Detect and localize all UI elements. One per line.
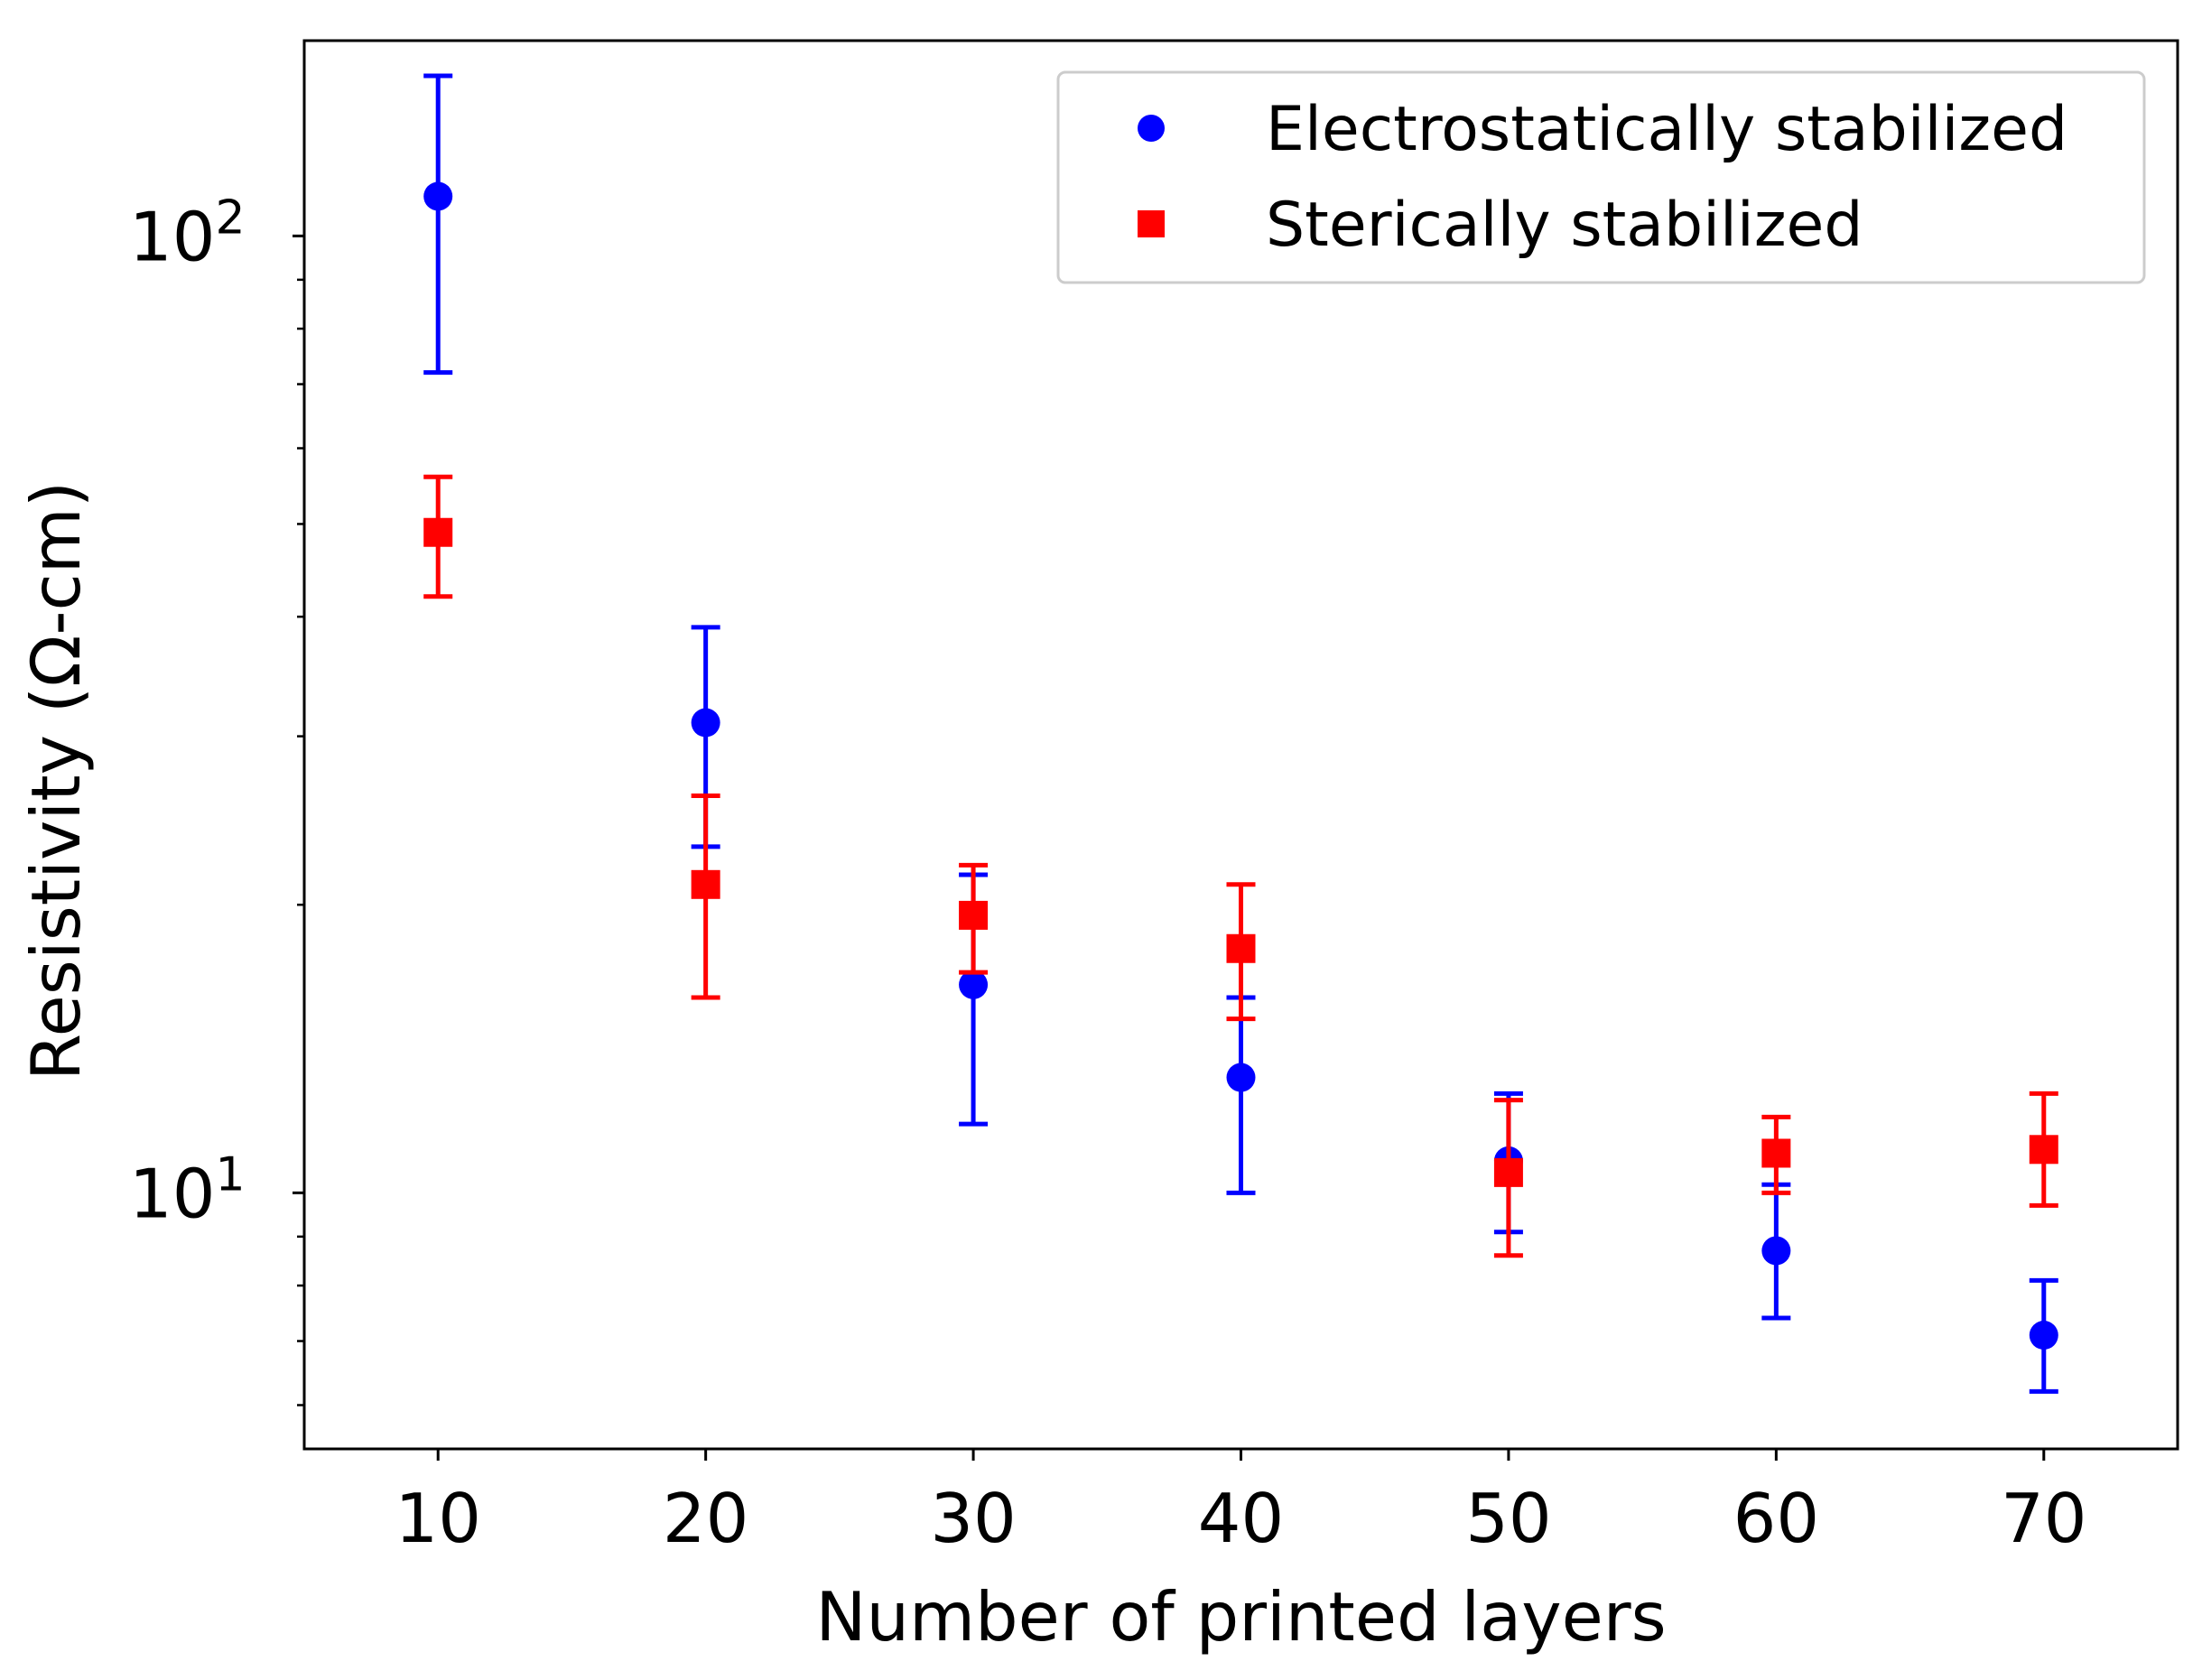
- legend-marker: [1138, 115, 1165, 142]
- x-tick-label: 70: [2001, 1479, 2086, 1558]
- data-point: [959, 900, 989, 930]
- y-axis-ticks: 101 102: [129, 190, 304, 1406]
- data-point: [423, 181, 453, 211]
- data-point: [423, 517, 453, 547]
- legend-box: [1056, 70, 2146, 284]
- data-point: [2029, 1135, 2058, 1165]
- x-axis-label: Number of printed layers: [815, 1577, 1666, 1657]
- series-square: [423, 474, 2058, 1258]
- y-axis-label: Resistivity (Ω-cm): [16, 481, 96, 1081]
- x-tick-label: 50: [1465, 1479, 1551, 1558]
- data-point: [1761, 1236, 1791, 1266]
- x-tick-label: 60: [1733, 1479, 1819, 1558]
- data-point: [1226, 1063, 1256, 1092]
- y-tick-label: 101: [129, 1147, 246, 1233]
- data-point: [1761, 1138, 1791, 1168]
- x-tick-label: 30: [930, 1479, 1016, 1558]
- x-tick-label: 40: [1198, 1479, 1284, 1558]
- x-axis-ticks: 10 20 30 40 50 60 70: [395, 1449, 2087, 1558]
- legend: Electrostatically stabilized Sterically s…: [1056, 70, 2146, 284]
- x-tick-label: 20: [663, 1479, 748, 1558]
- data-point: [1226, 933, 1256, 963]
- data-point: [959, 970, 989, 999]
- legend-label: Electrostatically stabilized: [1266, 94, 2067, 165]
- y-tick-label: 102: [129, 190, 246, 276]
- plot-marks: [423, 73, 2058, 1394]
- x-tick-label: 10: [395, 1479, 480, 1558]
- legend-marker: [1138, 210, 1165, 237]
- data-point: [2029, 1321, 2058, 1350]
- legend-label: Sterically stabilized: [1266, 190, 1863, 261]
- data-point: [691, 869, 720, 899]
- data-point: [1493, 1157, 1523, 1187]
- data-point: [691, 708, 720, 738]
